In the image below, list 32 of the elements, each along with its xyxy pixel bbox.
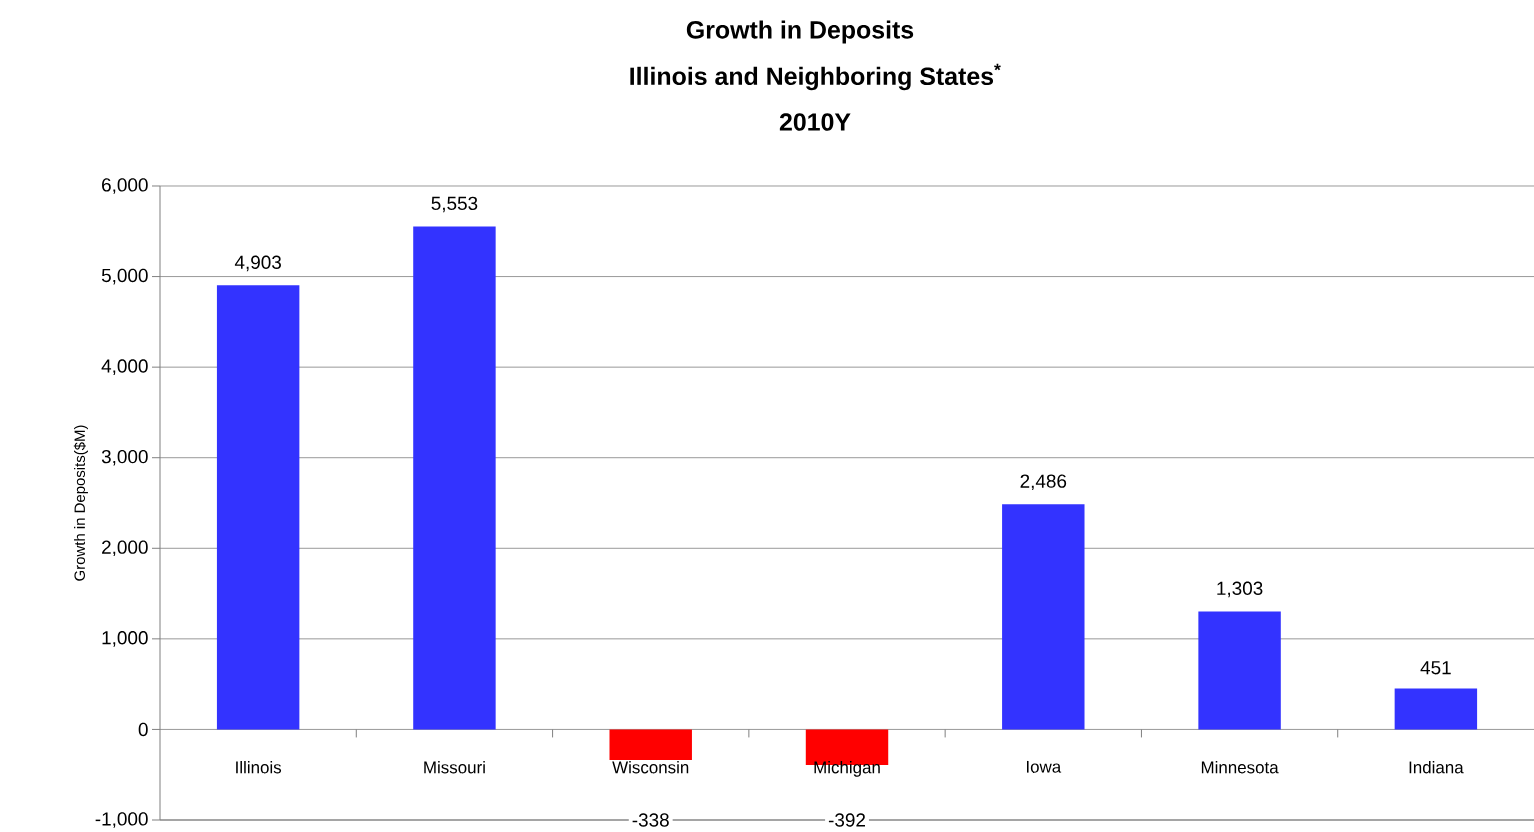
x-tick-label: Michigan [814, 760, 880, 777]
bar [1394, 688, 1478, 730]
bar [1002, 504, 1085, 730]
chart-subtitle: Illinois and Neighboring States$^{*}$ [630, 63, 1001, 91]
bar [413, 226, 496, 730]
y-tick-label: 2,000 [102, 540, 148, 557]
bar [1198, 611, 1281, 730]
x-tick-label: Iowa [1026, 760, 1062, 773]
x-tick-label: Wisconsin [612, 760, 689, 774]
x-tick-label: Missouri [424, 760, 485, 774]
chart-title: Growth in Deposits [686, 20, 914, 44]
bar [609, 729, 692, 761]
data-label: 4,903 [234, 255, 281, 272]
data-label: 451 [1420, 661, 1451, 675]
y-tick-label: -1,000 [95, 812, 148, 828]
y-tick-label: 4,000 [101, 359, 148, 375]
data-label: 2,486 [1020, 474, 1067, 491]
y-tick-label: 1,000 [102, 631, 148, 647]
bar [216, 285, 300, 730]
data-label: -392 [828, 813, 865, 827]
y-tick-label: 5,000 [101, 268, 148, 285]
data-label: 5,553 [431, 196, 478, 213]
data-label: -338 [632, 813, 669, 827]
y-tick-label: 6,000 [102, 178, 148, 194]
data-label: 1,303 [1217, 581, 1263, 598]
x-tick-label: Indiana [1409, 760, 1464, 774]
y-axis-title: Growth in Deposits($M) [73, 425, 88, 581]
x-tick-label: Minnesota [1201, 760, 1279, 774]
y-tick-label: 0 [138, 722, 148, 737]
text: 2010Y [779, 113, 851, 131]
x-tick-label: Illinois [236, 760, 282, 774]
y-tick-label: 3,000 [101, 449, 148, 466]
